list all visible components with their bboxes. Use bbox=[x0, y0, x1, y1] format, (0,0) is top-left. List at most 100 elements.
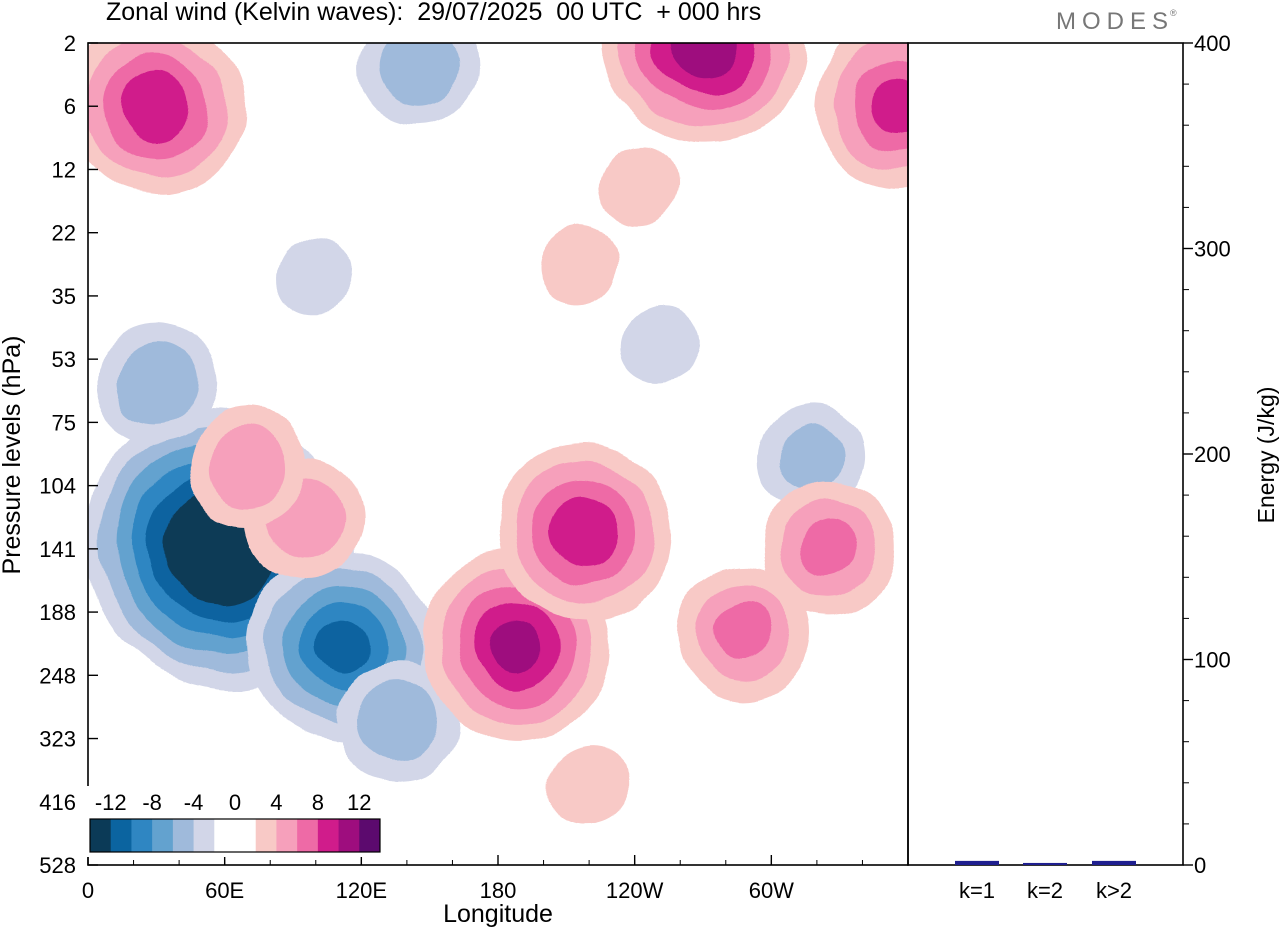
energy-bar bbox=[955, 860, 999, 865]
x-axis: 0 60E 120E 180 120W 60W bbox=[82, 855, 863, 903]
westerly-anomaly bbox=[187, 408, 308, 528]
colorbar-frame bbox=[89, 818, 381, 853]
brand-logo: MODES® bbox=[1056, 8, 1177, 35]
colorbar-label: 0 bbox=[229, 790, 241, 815]
colorbar-swatch bbox=[317, 819, 340, 852]
colorbar-swatch bbox=[214, 819, 236, 852]
y-tick-label: 53 bbox=[52, 347, 76, 372]
y-tick-label: 248 bbox=[39, 663, 76, 688]
colorbar-label: 12 bbox=[347, 790, 371, 815]
contour-band bbox=[537, 227, 618, 304]
contour-band bbox=[799, 518, 857, 577]
energy-tick-label: 0 bbox=[1194, 853, 1206, 878]
energy-category-label: k=2 bbox=[1027, 878, 1063, 903]
colorbar-label: 8 bbox=[312, 790, 324, 815]
colorbar-swatch bbox=[338, 819, 360, 852]
x-tick-label: 120E bbox=[336, 878, 387, 903]
energy-tick-label: 300 bbox=[1194, 237, 1231, 262]
contour-band bbox=[548, 748, 630, 824]
contour-band bbox=[715, 603, 773, 661]
easterly-anomaly bbox=[358, 43, 479, 127]
colorbar-swatch bbox=[276, 819, 298, 852]
colorbar-swatch bbox=[235, 819, 257, 852]
energy-category-label: k>2 bbox=[1096, 878, 1132, 903]
colorbar-swatch bbox=[110, 819, 132, 852]
y-tick-label: 35 bbox=[52, 284, 76, 309]
energy-x-axis: k=1 k=2 k>2 bbox=[959, 878, 1132, 903]
x-tick-label: 0 bbox=[82, 878, 94, 903]
y-tick-label: 22 bbox=[52, 221, 76, 246]
energy-tick-label: 100 bbox=[1194, 648, 1231, 673]
x-tick-label: 60W bbox=[749, 878, 794, 903]
easterly-anomaly bbox=[96, 321, 217, 442]
easterly-anomaly bbox=[622, 305, 702, 383]
y-tick-label: 12 bbox=[52, 157, 76, 182]
westerly-anomaly bbox=[600, 145, 678, 226]
y-axis: 2 6 12 22 35 53 75 104 141 188 248 323 416 528 bbox=[39, 31, 98, 878]
y-tick-label: 528 bbox=[39, 853, 76, 878]
y-tick-label: 104 bbox=[39, 474, 76, 499]
colorbar-label: -8 bbox=[142, 790, 162, 815]
colorbar-swatch bbox=[152, 819, 174, 852]
x-tick-label: 60E bbox=[205, 878, 244, 903]
contour-band bbox=[276, 236, 356, 314]
heatmap-panel: 0 60E 120E 180 120W 60W 2 6 12 22 35 53 75 104 141 188… bbox=[0, 31, 909, 928]
x-tick-label: 180 bbox=[480, 878, 517, 903]
energy-tick-label: 200 bbox=[1194, 442, 1231, 467]
y-tick-label: 323 bbox=[39, 727, 76, 752]
contour-band bbox=[490, 619, 542, 673]
energy-panel: k=1 k=2 k>2 0 100 200 300 400 Energy (J/kg) bbox=[907, 31, 1279, 903]
energy-bar bbox=[1092, 860, 1136, 865]
easterly-anomaly bbox=[276, 236, 356, 314]
easterly-anomaly bbox=[337, 661, 459, 781]
y-axis-label: Pressure levels (hPa) bbox=[0, 336, 26, 575]
colorbar-label: 4 bbox=[270, 790, 282, 815]
contour-band bbox=[549, 496, 620, 568]
y-tick-label: 6 bbox=[64, 94, 76, 119]
x-tick-label: 120W bbox=[606, 878, 664, 903]
energy-bars bbox=[955, 860, 1136, 865]
energy-axis-label: Energy (J/kg) bbox=[1253, 387, 1279, 524]
westerly-anomaly bbox=[761, 480, 896, 615]
y-tick-label: 141 bbox=[39, 537, 76, 562]
energy-frame bbox=[907, 42, 1184, 866]
contour-band bbox=[600, 145, 678, 226]
colorbar-swatch bbox=[359, 819, 381, 852]
colorbar-swatch bbox=[90, 819, 112, 852]
y-tick-label: 2 bbox=[64, 31, 76, 56]
colorbar-label: -12 bbox=[95, 790, 127, 815]
contour-band bbox=[116, 341, 197, 422]
contour-band bbox=[378, 43, 459, 107]
colorbar-swatch bbox=[131, 819, 153, 852]
y-tick-label: 188 bbox=[39, 600, 76, 625]
wind-field bbox=[88, 43, 908, 824]
energy-bar bbox=[1023, 862, 1067, 865]
contour-band bbox=[869, 78, 908, 134]
contour-band bbox=[622, 305, 702, 383]
colorbar-swatch bbox=[172, 819, 195, 852]
energy-tick-label: 400 bbox=[1194, 31, 1231, 56]
chart-title: Zonal wind (Kelvin waves): 29/07/2025 00… bbox=[106, 0, 762, 26]
contour-band bbox=[780, 426, 845, 489]
contour-band bbox=[357, 681, 439, 761]
westerly-anomaly bbox=[88, 43, 244, 195]
x-axis-label: Longitude bbox=[443, 900, 553, 928]
y-tick-label: 75 bbox=[52, 410, 76, 435]
colorbar: -12 -8 -4 0 4 8 12 bbox=[86, 786, 384, 857]
westerly-anomaly bbox=[816, 43, 908, 188]
contour-band bbox=[207, 428, 288, 508]
colorbar-swatch bbox=[193, 819, 215, 852]
energy-y-axis: 0 100 200 300 400 bbox=[1183, 31, 1231, 878]
westerly-anomaly bbox=[677, 564, 811, 699]
colorbar-swatch bbox=[255, 819, 277, 852]
westerly-anomaly bbox=[497, 443, 673, 621]
westerly-anomaly bbox=[537, 227, 618, 304]
contour-band bbox=[317, 620, 370, 672]
westerly-anomaly bbox=[548, 748, 630, 824]
contour-band bbox=[121, 70, 192, 142]
colorbar-label: -4 bbox=[184, 790, 204, 815]
y-tick-label: 416 bbox=[39, 790, 76, 815]
westerly-anomaly bbox=[600, 43, 806, 145]
energy-category-label: k=1 bbox=[959, 878, 995, 903]
